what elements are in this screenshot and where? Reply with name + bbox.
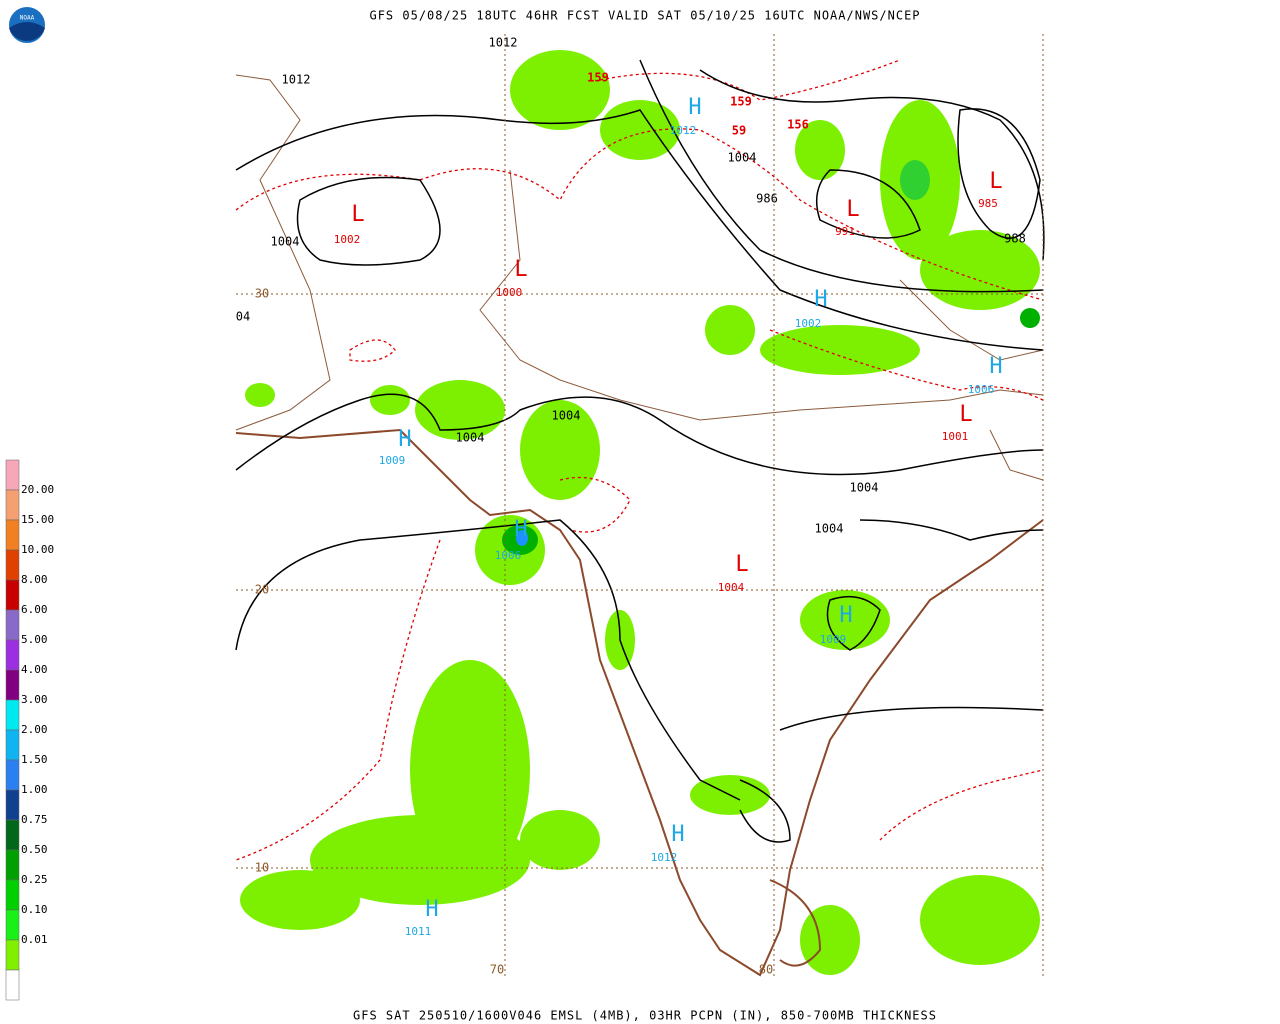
legend-label: 8.00 bbox=[21, 573, 48, 586]
grid-label: 70 bbox=[490, 963, 504, 977]
isobars bbox=[235, 59, 1045, 843]
thickness-contours bbox=[235, 59, 1044, 861]
pressure-symbol: H bbox=[398, 427, 411, 452]
isobar-label: 04 bbox=[236, 310, 250, 324]
pressure-value: 1009 bbox=[820, 633, 847, 646]
pressure-symbol: L bbox=[351, 202, 364, 227]
pressure-value: 1006 bbox=[968, 383, 995, 396]
pressure-symbol: H bbox=[425, 897, 438, 922]
legend-swatch bbox=[5, 699, 20, 731]
legend: 20.00 15.00 10.00 8.00 6.00 5.00 4.00 3.00 2.00 1… bbox=[5, 459, 54, 1001]
legend-label: 15.00 bbox=[21, 513, 54, 526]
isobar-label: 1012 bbox=[489, 36, 518, 50]
legend-label: 10.00 bbox=[21, 543, 54, 556]
header-title: GFS 05/08/25 18UTC 46HR FCST VALID SAT 0… bbox=[369, 9, 920, 23]
pressure-value: 1012 bbox=[670, 124, 697, 137]
pressure-symbol: H bbox=[688, 95, 701, 120]
grid-label: 20 bbox=[255, 583, 269, 597]
logo-text: NOAA bbox=[20, 15, 35, 22]
footer-text: GFS SAT 250510/1600V046 EMSL (4MB), 03HR… bbox=[353, 1009, 937, 1023]
grid-label: 30 bbox=[255, 287, 269, 301]
pressure-symbol: L bbox=[959, 402, 972, 427]
legend-swatch bbox=[5, 669, 20, 701]
legend-swatch bbox=[5, 729, 20, 761]
thickness-label: 59 bbox=[732, 124, 746, 138]
legend-swatch bbox=[5, 939, 20, 971]
legend-label: 4.00 bbox=[21, 663, 48, 676]
pressure-value: 1004 bbox=[718, 581, 745, 594]
isobar-label: 1004 bbox=[456, 431, 485, 445]
thickness-label: 156 bbox=[787, 118, 809, 132]
pressure-value: 1011 bbox=[405, 925, 432, 938]
legend-label: 5.00 bbox=[21, 633, 48, 646]
pressure-symbol: L bbox=[846, 197, 859, 222]
pressure-value: 1009 bbox=[379, 454, 406, 467]
logo: NOAA bbox=[7, 5, 47, 45]
pressure-value: 985 bbox=[978, 197, 998, 210]
grid-label: 80 bbox=[759, 963, 773, 977]
legend-swatch bbox=[5, 489, 20, 521]
pressure-value: 991 bbox=[835, 225, 855, 238]
thickness-label: 159 bbox=[730, 95, 752, 109]
thickness-label: 159 bbox=[587, 71, 609, 85]
pressure-symbol: H bbox=[839, 603, 852, 628]
legend-swatch bbox=[5, 819, 20, 851]
pressure-value: 1000 bbox=[496, 286, 523, 299]
legend-label: 1.50 bbox=[21, 753, 48, 766]
isobar-label: 1004 bbox=[552, 409, 581, 423]
pressure-value: 1012 bbox=[651, 851, 678, 864]
isobar-label: 1004 bbox=[850, 481, 879, 495]
legend-label: 0.01 bbox=[21, 933, 48, 946]
legend-swatch bbox=[5, 879, 20, 911]
pressure-symbol: H bbox=[814, 287, 827, 312]
grid-label: 10 bbox=[255, 861, 269, 875]
isobar-label: 1004 bbox=[815, 522, 844, 536]
pressure-symbol: L bbox=[514, 257, 527, 282]
pressure-value: 1002 bbox=[334, 233, 361, 246]
legend-swatch bbox=[5, 519, 20, 551]
map-labels: 30 20 10 70 80 1012 1012 1004 1004 986 988 1004 1004… bbox=[236, 36, 1026, 977]
isobar-label: 1004 bbox=[271, 235, 300, 249]
pressure-value: 1006 bbox=[495, 549, 522, 562]
legend-label: 3.00 bbox=[21, 693, 48, 706]
legend-label: 2.00 bbox=[21, 723, 48, 736]
pressure-symbol: L bbox=[989, 169, 1002, 194]
pressure-symbol: L bbox=[735, 552, 748, 577]
isobar-label: 1004 bbox=[728, 151, 757, 165]
isobar-label: 988 bbox=[1004, 232, 1026, 246]
legend-swatch bbox=[5, 909, 20, 941]
legend-swatch bbox=[5, 639, 20, 671]
legend-label: 0.25 bbox=[21, 873, 48, 886]
pressure-symbol: H bbox=[989, 354, 1002, 379]
legend-swatch bbox=[5, 969, 20, 1001]
legend-label: 0.10 bbox=[21, 903, 48, 916]
coastline bbox=[235, 428, 1044, 977]
pressure-value: 1002 bbox=[795, 317, 822, 330]
legend-label: 6.00 bbox=[21, 603, 48, 616]
borders bbox=[235, 74, 1044, 481]
legend-swatch bbox=[5, 789, 20, 821]
legend-label: 0.75 bbox=[21, 813, 48, 826]
precipitation bbox=[240, 50, 1040, 975]
legend-swatch bbox=[5, 849, 20, 881]
pressure-symbol: H bbox=[671, 822, 684, 847]
legend-swatch bbox=[5, 459, 20, 491]
legend-swatch bbox=[5, 579, 20, 611]
legend-swatch bbox=[5, 759, 20, 791]
legend-label: 20.00 bbox=[21, 483, 54, 496]
legend-label: 0.50 bbox=[21, 843, 48, 856]
isobar-label: 986 bbox=[756, 192, 778, 206]
lat-lon-grid bbox=[236, 34, 1044, 977]
legend-swatch bbox=[5, 549, 20, 581]
legend-label: 1.00 bbox=[21, 783, 48, 796]
isobar-label: 1012 bbox=[282, 73, 311, 87]
legend-swatch bbox=[5, 609, 20, 641]
pressure-value: 1001 bbox=[942, 430, 969, 443]
pressure-symbol: H bbox=[514, 517, 527, 542]
